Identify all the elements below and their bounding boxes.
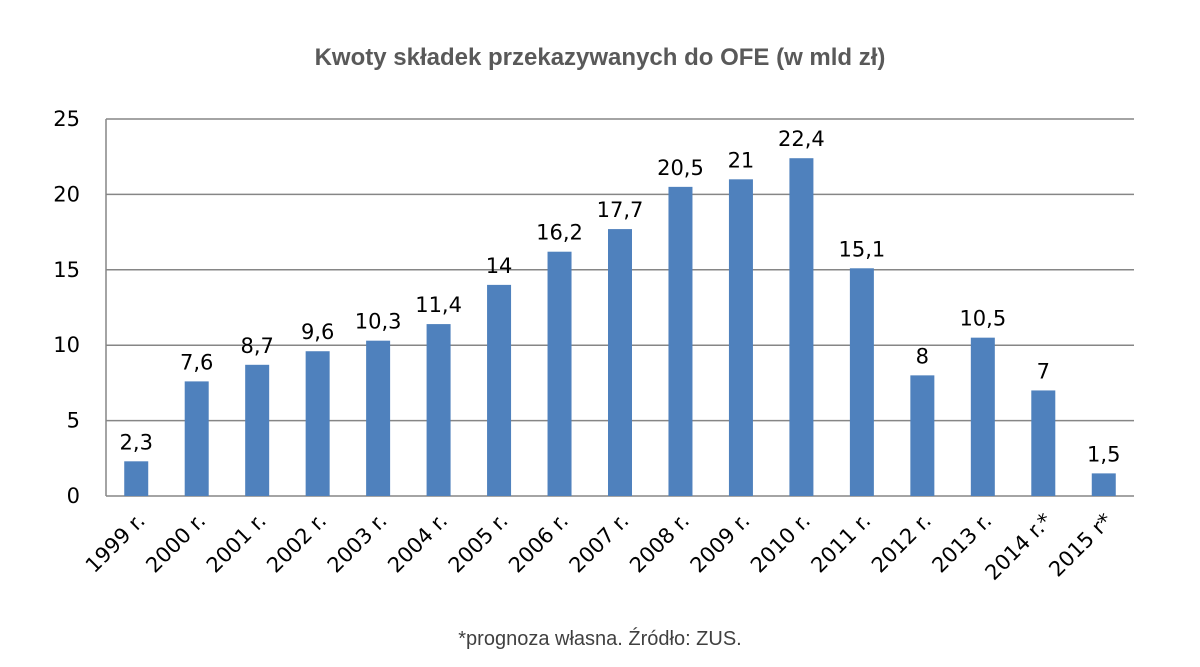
y-tick-label: 5 [67, 409, 80, 433]
data-label: 16,2 [536, 221, 583, 245]
category-label: 2011 r. [806, 509, 875, 578]
data-label: 22,4 [778, 127, 825, 151]
data-label: 10,5 [959, 307, 1006, 331]
category-label: 1999 r. [81, 509, 150, 578]
category-label: 2005 r. [444, 509, 513, 578]
data-label: 1,5 [1087, 442, 1120, 466]
category-label: 2000 r. [141, 509, 210, 578]
chart-title: Kwoty składek przekazywanych do OFE (w m… [314, 44, 886, 71]
bar [910, 375, 935, 496]
bar [426, 324, 451, 496]
category-label: 2001 r. [202, 509, 271, 578]
data-label: 7,6 [180, 350, 213, 374]
bar [789, 158, 814, 496]
category-label: 2007 r. [565, 509, 634, 578]
bar [970, 337, 995, 496]
y-tick-label: 20 [53, 182, 80, 206]
data-label: 15,1 [838, 237, 885, 261]
data-label: 8 [916, 344, 929, 368]
category-label: 2004 r. [383, 509, 452, 578]
bar [1031, 390, 1056, 496]
bar [849, 268, 874, 496]
bar [184, 381, 209, 496]
source-footnote: *prognoza własna. Źródło: ZUS. [458, 628, 742, 650]
category-label: 2008 r. [625, 509, 694, 578]
y-tick-label: 10 [53, 333, 80, 357]
category-label: 2015 r* [1044, 509, 1117, 582]
bar [487, 284, 512, 496]
data-label: 21 [728, 148, 755, 172]
bar [366, 340, 391, 496]
category-label: 2009 r. [686, 509, 755, 578]
bar [728, 179, 753, 496]
category-label: 2002 r. [262, 509, 331, 578]
bar [608, 229, 632, 497]
y-tick-label: 15 [53, 258, 80, 282]
x-axis-categories: 1999 r.2000 r.2001 r.2002 r.2003 r.2004 … [81, 509, 1117, 585]
data-label: 8,7 [240, 334, 273, 358]
data-label: 11,4 [415, 293, 462, 317]
category-label: 2010 r. [746, 509, 815, 578]
bar [245, 364, 270, 496]
data-labels: 2,3 7,6 8,7 9,6 10,3 11,4 14 16,2 17,7 20,5 21 22,4… [120, 127, 1121, 466]
bar [547, 251, 572, 496]
y-tick-label: 25 [53, 107, 80, 131]
data-label: 10,3 [355, 310, 402, 334]
bar [305, 351, 330, 496]
y-tick-label: 0 [67, 484, 80, 508]
y-axis-ticks: 0 5 10 15 20 25 [53, 107, 80, 508]
bar [124, 461, 149, 496]
data-label: 20,5 [657, 156, 704, 180]
data-label: 9,6 [301, 320, 334, 344]
bar [668, 186, 693, 497]
bars [124, 158, 1116, 497]
data-label: 17,7 [597, 198, 644, 222]
bar [1091, 473, 1116, 496]
category-label: 2012 r. [867, 509, 936, 578]
category-label: 2003 r. [323, 509, 392, 578]
data-label: 14 [486, 254, 513, 278]
data-label: 7 [1037, 359, 1050, 383]
category-label: 2014 r.* [980, 509, 1056, 585]
data-label: 2,3 [120, 430, 153, 454]
category-label: 2006 r. [504, 509, 573, 578]
